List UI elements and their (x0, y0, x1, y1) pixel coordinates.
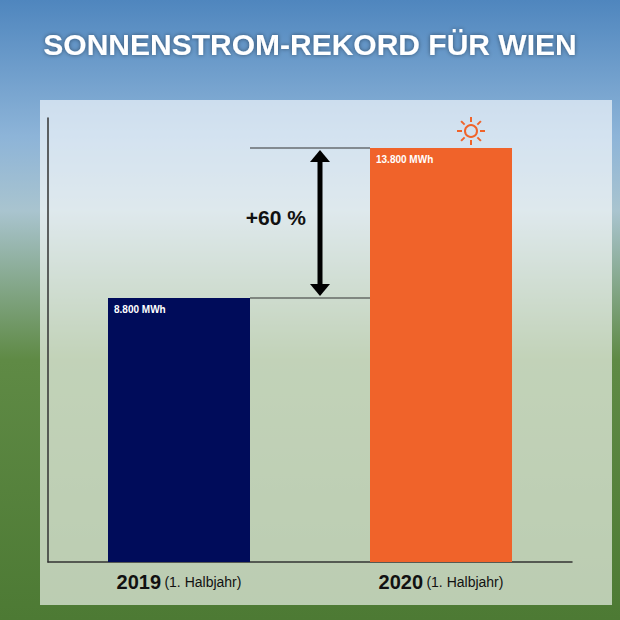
svg-text:(1. Halbjahr): (1. Halbjahr) (426, 574, 503, 590)
svg-text:(1. Halbjahr): (1. Halbjahr) (164, 574, 241, 590)
svg-text:2019: 2019 (117, 571, 162, 593)
svg-text:8.800 MWh: 8.800 MWh (114, 304, 166, 315)
svg-text:+60 %: +60 % (246, 206, 306, 229)
svg-text:SONNENSTROM-REKORD FÜR WIEN: SONNENSTROM-REKORD FÜR WIEN (43, 28, 576, 61)
svg-text:13.800 MWh: 13.800 MWh (376, 154, 433, 165)
svg-text:2020: 2020 (379, 571, 424, 593)
